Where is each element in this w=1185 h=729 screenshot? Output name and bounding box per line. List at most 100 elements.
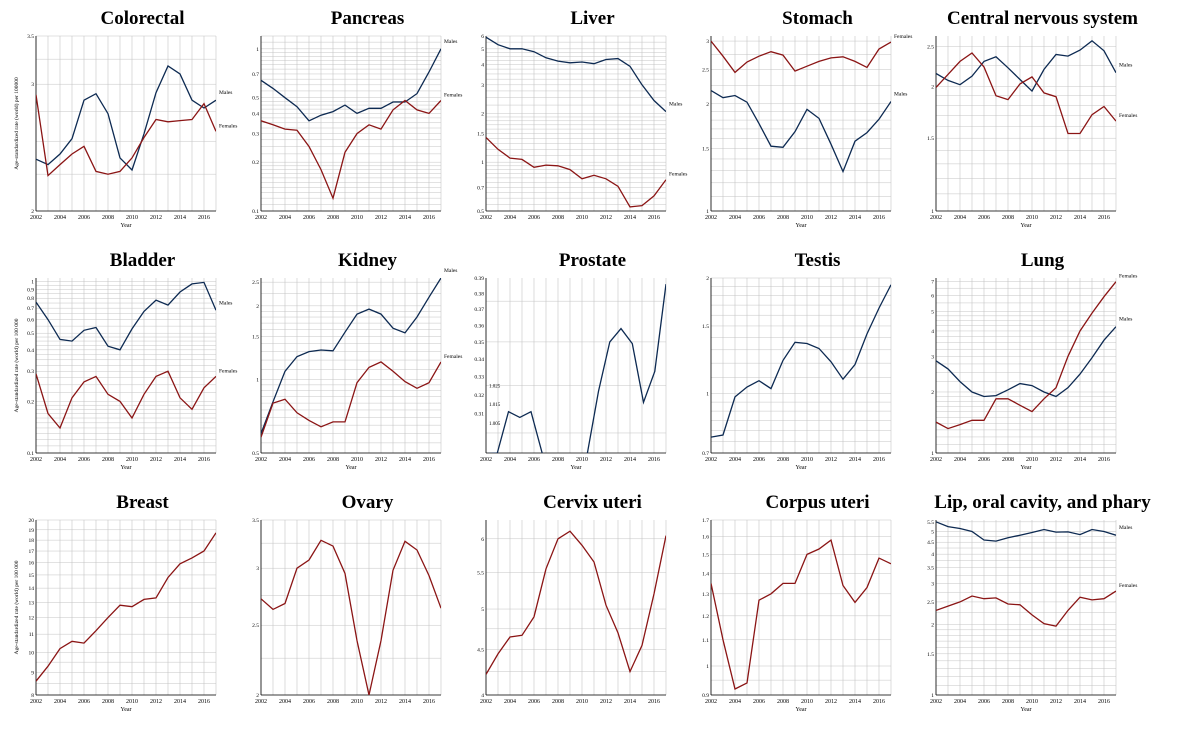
y-tick-label: 2.5 — [927, 44, 934, 50]
x-tick-label: 2006 — [78, 215, 90, 221]
y-tick-label: 0.37 — [474, 307, 484, 313]
series-line-females — [261, 539, 441, 695]
y-tick-label: 1.1 — [702, 638, 709, 644]
x-tick-label: 2010 — [351, 215, 363, 221]
y-tick-label: 4.5 — [477, 648, 484, 654]
series-line-females — [936, 52, 1116, 135]
y-tick-label: 0.33 — [474, 375, 484, 381]
x-tick-label: 2012 — [375, 457, 387, 463]
y-tick-label: 0.31 — [474, 412, 484, 418]
series-label: Males — [219, 300, 232, 306]
chart-plot: 0.5 1 1.5 2 2.5 2002 2004 2006 2008 2010 2012 2014 2… — [252, 268, 462, 471]
y-tick-label: 6 — [481, 537, 484, 543]
chart-plot: 0.1 0.2 0.3 0.4 0.5 0.7 1 2002 2004 2006 2008 2010 2… — [252, 35, 462, 221]
series-label: Females — [444, 93, 462, 99]
y-tick-label: 0.2 — [27, 399, 34, 405]
series-line-males — [486, 284, 666, 453]
y-tick-label: 0.39 — [474, 276, 484, 282]
y-tick-label: 0.7 — [477, 185, 484, 191]
series-line-females — [36, 370, 216, 430]
y-tick-label: 2 — [706, 102, 709, 108]
chart-panel: Colorectal 2 3 3.5 2002 2004 2006 2008 2010 2012 2… — [13, 0, 255, 245]
y-tick-label: 5 — [931, 309, 934, 315]
y-tick-label: 0.9 — [27, 287, 34, 293]
chart-title: Testis — [794, 250, 841, 271]
y-tick-label: 3 — [706, 39, 709, 45]
chart-panel: Corpus uteri 0.9 1 1.1 1.2 1.3 1.4 1.5 1.6 1.7 200… — [702, 484, 930, 729]
x-axis-label: Year — [570, 465, 581, 471]
y-tick-label: 5.5 — [927, 520, 934, 526]
x-tick-label: 2006 — [753, 457, 765, 463]
x-tick-label: 2012 — [150, 457, 162, 463]
x-tick-label: 2006 — [303, 215, 315, 221]
chart-title: Corpus uteri — [765, 492, 870, 513]
x-tick-label: 2016 — [198, 699, 210, 705]
x-axis-label: Year — [795, 465, 806, 471]
x-tick-label: 2014 — [1074, 699, 1086, 705]
x-tick-label: 2002 — [705, 215, 717, 221]
x-tick-label: 2006 — [753, 215, 765, 221]
chart-title: Pancreas — [330, 8, 405, 29]
x-tick-label: 2004 — [279, 699, 291, 705]
x-tick-label: 2016 — [423, 215, 435, 221]
y-tick-label: 0.5 — [252, 96, 259, 102]
series-line-females — [486, 137, 666, 208]
y-tick-label: 0.9 — [702, 693, 709, 699]
y-tick-label: 19 — [29, 528, 35, 534]
x-tick-label: 2002 — [30, 699, 42, 705]
x-tick-label: 2014 — [624, 215, 636, 221]
series-line-females — [261, 361, 441, 438]
x-tick-label: 2008 — [102, 699, 114, 705]
y-tick-label: 8 — [31, 693, 34, 699]
chart-title: Lung — [1020, 250, 1065, 271]
series-line-males — [36, 281, 216, 351]
x-tick-label: 2002 — [480, 215, 492, 221]
x-tick-label: 2004 — [729, 457, 741, 463]
series-label: Males — [1119, 317, 1132, 323]
series-line-males — [261, 278, 441, 434]
y-tick-label: 1 — [256, 377, 259, 383]
y-tick-label: 5.5 — [477, 570, 484, 576]
x-axis-label: Year — [1020, 707, 1031, 713]
x-tick-label: 2010 — [801, 457, 813, 463]
x-tick-label: 2008 — [1002, 457, 1014, 463]
y-tick-label: 11 — [29, 632, 35, 638]
x-tick-label: 2016 — [648, 699, 660, 705]
x-tick-label: 2012 — [150, 699, 162, 705]
x-tick-label: 2012 — [600, 457, 612, 463]
series-line-females — [711, 40, 891, 74]
series-label: Males — [894, 91, 907, 97]
y-tick-label: 1.5 — [702, 324, 709, 330]
y-tick-label: 1.5 — [927, 652, 934, 658]
y-tick-label: 2 — [706, 276, 709, 282]
x-axis-label: Year — [120, 223, 131, 229]
chart-plot: 1 1.5 2 2.5 2002 2004 2006 2008 2010 2012 2014 2016… — [927, 36, 1137, 229]
y-tick-label: 4.5 — [927, 540, 934, 546]
y-tick-label: 7 — [931, 280, 934, 286]
chart-panel: Lung 1 2 3 4 5 6 7 2002 2004 2006 2008 2010 2012 2014 2… — [930, 242, 1155, 487]
x-tick-label: 2010 — [126, 699, 138, 705]
chart-panel: Lip, oral cavity, and phary 1 1.5 2 2.5 3 3.5 4… — [927, 484, 1155, 729]
y-tick-label: 0.3 — [27, 369, 34, 375]
x-tick-label: 2002 — [930, 699, 942, 705]
y-tick-label: 1 — [931, 693, 934, 699]
y-tick-label: 1.2 — [702, 614, 709, 620]
y-tick-label: 3 — [256, 566, 259, 572]
x-tick-label: 2002 — [930, 215, 942, 221]
x-tick-label: 2008 — [777, 457, 789, 463]
x-tick-label: 2004 — [279, 457, 291, 463]
y-tick-label: 1.4 — [702, 571, 709, 577]
y-tick-label: 0.5 — [252, 451, 259, 457]
x-tick-label: 2014 — [849, 215, 861, 221]
x-tick-label: 2006 — [528, 699, 540, 705]
x-tick-label: 2012 — [150, 215, 162, 221]
x-axis-label: Year — [345, 465, 356, 471]
y-tick-label: 2 — [256, 304, 259, 310]
x-tick-label: 2004 — [54, 699, 66, 705]
series-label: Females — [219, 368, 237, 374]
x-tick-label: 2016 — [423, 457, 435, 463]
x-tick-label: 2002 — [255, 215, 267, 221]
y-tick-label: 0.1 — [27, 451, 34, 457]
x-tick-label: 2002 — [30, 457, 42, 463]
x-tick-label: 2014 — [174, 457, 186, 463]
